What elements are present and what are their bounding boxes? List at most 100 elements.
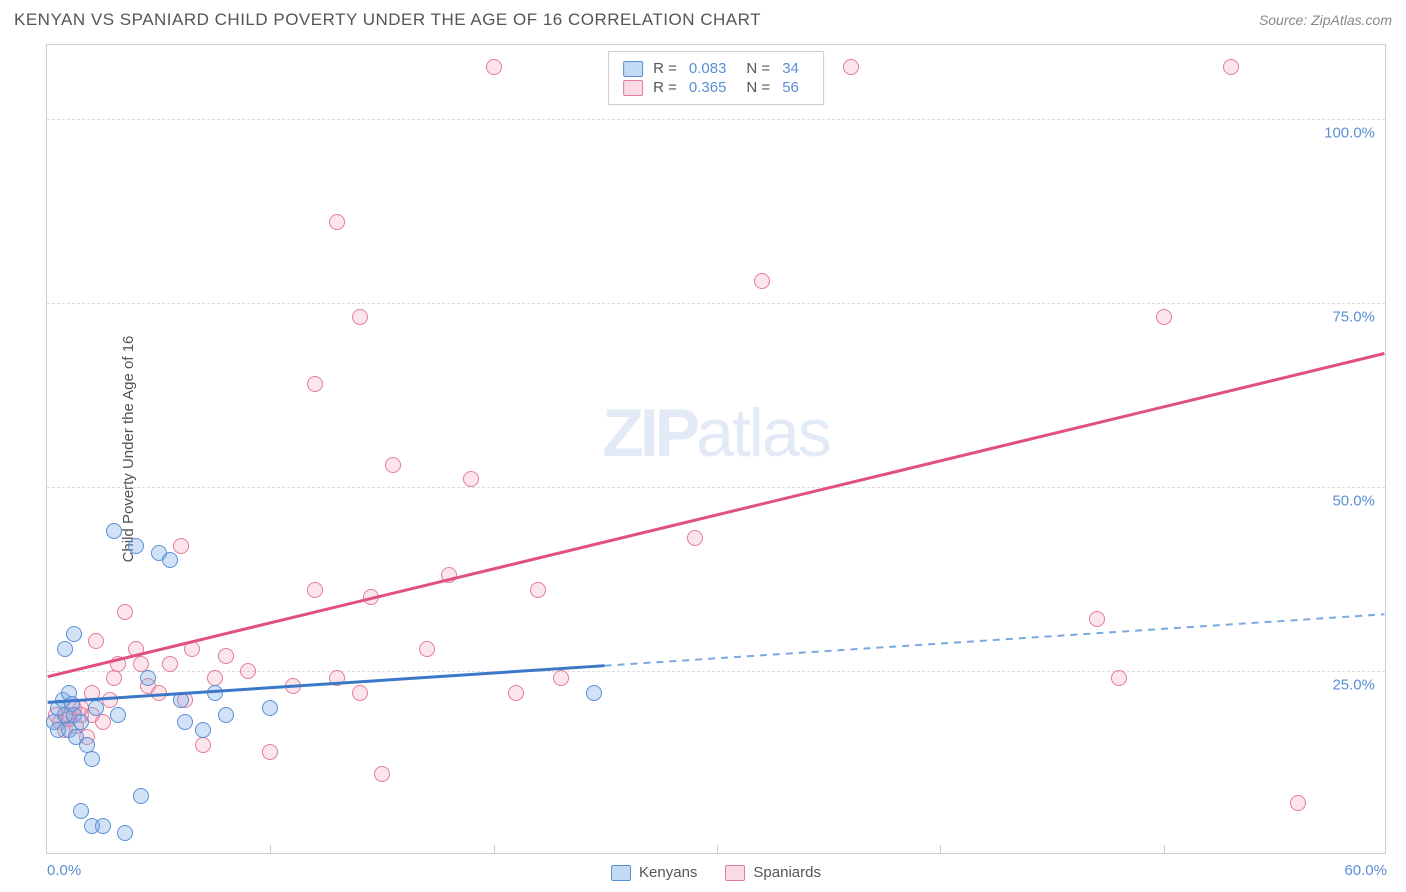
scatter-point <box>843 59 859 75</box>
scatter-point <box>262 744 278 760</box>
scatter-point <box>195 722 211 738</box>
scatter-point <box>110 656 126 672</box>
scatter-point <box>754 273 770 289</box>
scatter-point <box>285 678 301 694</box>
scatter-point <box>307 582 323 598</box>
trend-line-spaniards <box>48 354 1385 677</box>
scatter-point <box>106 670 122 686</box>
scatter-point <box>73 714 89 730</box>
scatter-point <box>79 737 95 753</box>
scatter-point <box>363 589 379 605</box>
scatter-point <box>162 656 178 672</box>
scatter-point <box>195 737 211 753</box>
scatter-point <box>1290 795 1306 811</box>
gridline <box>47 487 1385 488</box>
scatter-point <box>173 692 189 708</box>
chart-container: KENYAN VS SPANIARD CHILD POVERTY UNDER T… <box>0 0 1406 892</box>
header: KENYAN VS SPANIARD CHILD POVERTY UNDER T… <box>14 10 1392 30</box>
n-value-spaniards: 56 <box>782 79 799 96</box>
scatter-point <box>133 656 149 672</box>
r-value-kenyans: 0.083 <box>689 60 727 77</box>
r-label: R = <box>653 60 677 77</box>
scatter-point <box>110 707 126 723</box>
scatter-point <box>240 663 256 679</box>
scatter-point <box>95 714 111 730</box>
n-value-kenyans: 34 <box>782 60 799 77</box>
scatter-point <box>73 803 89 819</box>
scatter-point <box>374 766 390 782</box>
scatter-point <box>486 59 502 75</box>
scatter-point <box>530 582 546 598</box>
scatter-point <box>84 685 100 701</box>
scatter-point <box>117 825 133 841</box>
y-axis-label: Child Poverty Under the Age of 16 <box>120 336 137 563</box>
x-tick-label: 60.0% <box>1344 862 1387 879</box>
legend-stats-row-kenyans: R = 0.083 N = 34 <box>623 60 809 77</box>
scatter-point <box>1223 59 1239 75</box>
legend-stats: R = 0.083 N = 34 R = 0.365 N = 56 <box>608 51 824 105</box>
swatch-pink-icon <box>725 865 745 881</box>
scatter-point <box>88 700 104 716</box>
scatter-point <box>151 685 167 701</box>
scatter-point <box>329 670 345 686</box>
gridline <box>47 303 1385 304</box>
scatter-point <box>88 633 104 649</box>
scatter-point <box>1089 611 1105 627</box>
legend-item-kenyans: Kenyans <box>611 864 697 881</box>
scatter-point <box>441 567 457 583</box>
legend-label-spaniards: Spaniards <box>753 864 821 881</box>
gridline <box>47 119 1385 120</box>
scatter-point <box>133 788 149 804</box>
scatter-point <box>173 538 189 554</box>
x-tick <box>717 845 718 853</box>
r-label: R = <box>653 79 677 96</box>
watermark: ZIPatlas <box>602 394 829 472</box>
x-tick <box>494 845 495 853</box>
scatter-point <box>419 641 435 657</box>
n-label: N = <box>746 60 770 77</box>
legend-label-kenyans: Kenyans <box>639 864 697 881</box>
scatter-point <box>687 530 703 546</box>
scatter-point <box>140 670 156 686</box>
scatter-point <box>352 309 368 325</box>
swatch-blue-icon <box>623 61 643 77</box>
legend-item-spaniards: Spaniards <box>725 864 821 881</box>
x-tick-label: 0.0% <box>47 862 81 879</box>
scatter-point <box>128 538 144 554</box>
source-citation: Source: ZipAtlas.com <box>1259 12 1392 28</box>
scatter-point <box>84 751 100 767</box>
y-tick-label: 25.0% <box>1332 676 1375 693</box>
scatter-point <box>385 457 401 473</box>
legend-stats-row-spaniards: R = 0.365 N = 56 <box>623 79 809 96</box>
scatter-point <box>162 552 178 568</box>
watermark-zip: ZIP <box>602 395 696 471</box>
scatter-point <box>1111 670 1127 686</box>
scatter-point <box>262 700 278 716</box>
scatter-point <box>95 818 111 834</box>
scatter-point <box>329 214 345 230</box>
scatter-point <box>184 641 200 657</box>
x-tick <box>270 845 271 853</box>
y-tick-label: 50.0% <box>1332 492 1375 509</box>
y-tick-label: 75.0% <box>1332 308 1375 325</box>
scatter-point <box>553 670 569 686</box>
chart-title: KENYAN VS SPANIARD CHILD POVERTY UNDER T… <box>14 10 761 30</box>
scatter-point <box>307 376 323 392</box>
trend-line-kenyans-dashed <box>605 614 1385 665</box>
swatch-pink-icon <box>623 80 643 96</box>
scatter-point <box>207 670 223 686</box>
watermark-atlas: atlas <box>696 395 830 471</box>
chart-frame: Child Poverty Under the Age of 16 ZIPatl… <box>46 44 1386 854</box>
scatter-point <box>57 641 73 657</box>
n-label: N = <box>746 79 770 96</box>
source-name: ZipAtlas.com <box>1311 12 1392 28</box>
scatter-point <box>117 604 133 620</box>
scatter-point <box>218 707 234 723</box>
scatter-point <box>207 685 223 701</box>
scatter-point <box>177 714 193 730</box>
r-value-spaniards: 0.365 <box>689 79 727 96</box>
scatter-point <box>1156 309 1172 325</box>
x-tick <box>940 845 941 853</box>
scatter-point <box>586 685 602 701</box>
scatter-point <box>352 685 368 701</box>
